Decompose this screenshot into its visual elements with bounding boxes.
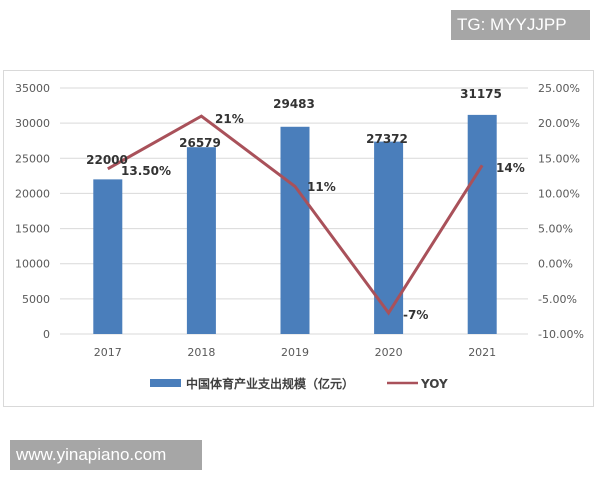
left-axis: 0 5000 10000 15000 20000 25000 30000 35000 (15, 82, 50, 341)
right-axis-tick: 10.00% (538, 187, 580, 200)
left-axis-tick: 0 (43, 328, 50, 341)
bar-data-label: 22000 (86, 153, 128, 167)
right-axis-tick: 0.00% (538, 258, 573, 271)
line-data-label: 21% (215, 112, 244, 126)
line-data-label: 11% (307, 180, 336, 194)
line-data-label: -7% (403, 308, 428, 322)
x-axis-tick: 2018 (187, 346, 215, 359)
line-data-label: 14% (496, 161, 525, 175)
left-axis-tick: 30000 (15, 117, 50, 130)
bar-2021 (467, 114, 497, 335)
left-axis-tick: 25000 (15, 152, 50, 165)
left-axis-tick: 20000 (15, 187, 50, 200)
bar-2020 (374, 141, 404, 334)
right-axis-tick: 5.00% (538, 223, 573, 236)
right-axis-tick: 20.00% (538, 117, 580, 130)
bar-2019 (280, 126, 310, 334)
x-axis-tick: 2021 (468, 346, 496, 359)
watermark-telegram: TG: MYYJJPP (451, 10, 590, 40)
x-axis: 2017 2018 2019 2020 2021 (94, 346, 496, 359)
yoy-line-series (107, 114, 484, 316)
bar-series (93, 114, 497, 335)
left-axis-tick: 10000 (15, 258, 50, 271)
right-axis: -10.00% -5.00% 0.00% 5.00% 10.00% 15.00% 20.00… (538, 82, 584, 341)
left-axis-tick: 5000 (22, 293, 50, 306)
left-axis-tick: 15000 (15, 223, 50, 236)
left-axis-tick: 35000 (15, 82, 50, 95)
legend-bar-label: 中国体育产业支出规模（亿元） (186, 376, 354, 391)
line-data-label: 13.50% (121, 164, 171, 178)
x-axis-tick: 2017 (94, 346, 122, 359)
watermark-website: www.yinapiano.com (10, 440, 202, 470)
bar-data-label: 27372 (366, 132, 408, 146)
legend-bar-swatch (150, 379, 181, 387)
line-data-labels: 13.50% 21% 11% -7% 14% (121, 112, 525, 322)
yoy-line (107, 114, 484, 316)
right-axis-tick: 15.00% (538, 152, 580, 165)
right-axis-tick: 25.00% (538, 82, 580, 95)
bar-2018 (186, 147, 216, 334)
legend: 中国体育产业支出规模（亿元） YOY (150, 376, 448, 391)
bar-data-label: 31175 (460, 87, 502, 101)
bar-data-label: 29483 (273, 97, 315, 111)
right-axis-tick: -10.00% (538, 328, 584, 341)
x-axis-tick: 2020 (375, 346, 403, 359)
bar-data-labels: 22000 26579 29483 27372 31175 (86, 87, 502, 167)
bar-data-label: 26579 (179, 136, 221, 150)
legend-line-label: YOY (420, 377, 448, 391)
x-axis-tick: 2019 (281, 346, 309, 359)
bar-2017 (93, 179, 123, 334)
right-axis-tick: -5.00% (538, 293, 577, 306)
